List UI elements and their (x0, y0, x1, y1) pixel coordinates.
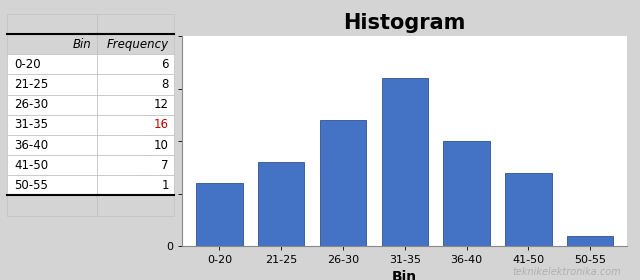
Text: 6: 6 (161, 58, 169, 71)
Bar (97, 115, 174, 135)
Bar (7, 54, 97, 74)
Bar (567, 236, 613, 246)
Bar (7, 115, 97, 135)
Text: 21-25: 21-25 (14, 78, 49, 91)
Text: 50-55: 50-55 (14, 179, 48, 192)
Bar (7, 14, 97, 34)
Y-axis label: Frequency: Frequency (141, 101, 155, 182)
Text: 36-40: 36-40 (14, 139, 48, 151)
Text: 31-35: 31-35 (14, 118, 48, 131)
Bar (505, 173, 552, 246)
Bar (97, 155, 174, 175)
Text: Frequency: Frequency (107, 38, 169, 51)
Bar (7, 34, 97, 54)
Bar (97, 34, 174, 54)
Bar (7, 135, 97, 155)
Bar (320, 120, 366, 246)
Bar (7, 74, 97, 95)
Bar (97, 74, 174, 95)
Bar (196, 183, 243, 246)
Text: 41-50: 41-50 (14, 159, 48, 172)
Text: 10: 10 (154, 139, 169, 151)
Bar (97, 54, 174, 74)
Text: 26-30: 26-30 (14, 98, 48, 111)
Bar (97, 175, 174, 195)
X-axis label: Bin: Bin (392, 270, 417, 280)
Bar (444, 141, 490, 246)
Text: Bin: Bin (73, 38, 92, 51)
Text: 7: 7 (161, 159, 169, 172)
Bar (97, 14, 174, 34)
Text: 0-20: 0-20 (14, 58, 41, 71)
Bar (97, 135, 174, 155)
Text: teknikelektronika.com: teknikelektronika.com (512, 267, 621, 277)
Bar (7, 175, 97, 195)
Bar (7, 95, 97, 115)
Text: 8: 8 (161, 78, 169, 91)
Bar (381, 78, 428, 246)
Bar (97, 95, 174, 115)
Bar (97, 195, 174, 216)
Text: 1: 1 (161, 179, 169, 192)
Bar (258, 162, 305, 246)
Text: 12: 12 (154, 98, 169, 111)
Title: Histogram: Histogram (344, 13, 466, 33)
Bar (7, 195, 97, 216)
Bar (7, 155, 97, 175)
Text: 16: 16 (154, 118, 169, 131)
